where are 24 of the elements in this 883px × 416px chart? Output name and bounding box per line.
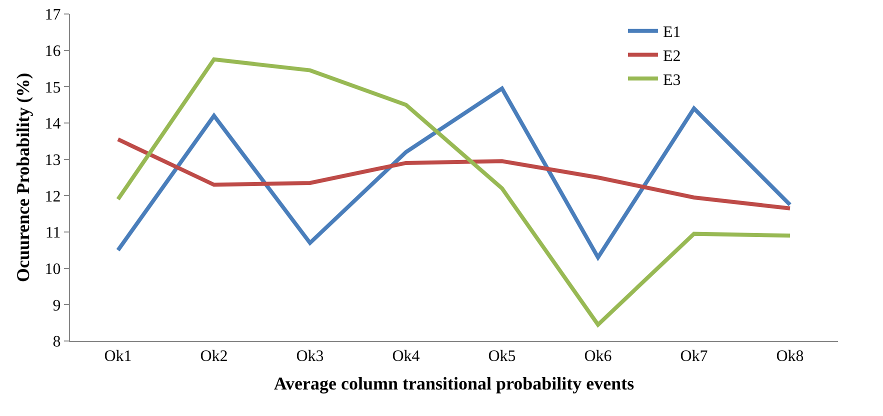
y-tick-label: 10	[44, 260, 61, 278]
x-tick-label: Ok3	[296, 348, 324, 366]
line-series	[116, 137, 792, 210]
legend-label: E1	[662, 24, 681, 42]
y-tick-label: 12	[44, 188, 61, 206]
x-tick-label: Ok4	[392, 348, 420, 366]
y-tick-label: 11	[45, 224, 61, 242]
y-tick-label: 17	[44, 6, 61, 24]
y-tick-label: 16	[44, 42, 61, 60]
x-tick-label: Ok6	[584, 348, 612, 366]
legend-label: E3	[662, 72, 681, 89]
y-tick-label: 9	[52, 297, 61, 314]
x-tick-label: Ok5	[488, 348, 516, 366]
legend-label: E2	[662, 48, 681, 65]
x-tick-label: Ok1	[104, 348, 132, 366]
x-tick-label: Ok7	[680, 348, 708, 366]
y-axis-title: Ocuurence Probability (%)	[13, 72, 33, 282]
y-tick-label: 14	[44, 116, 61, 133]
y-tick-label: 15	[44, 79, 61, 96]
x-axis-title: Average column transitional probability events	[274, 373, 634, 394]
y-tick-label: 13	[44, 152, 61, 169]
y-tick-label: 8	[52, 334, 61, 351]
x-tick-label: Ok2	[200, 348, 228, 366]
x-tick-label: Ok8	[776, 348, 804, 366]
